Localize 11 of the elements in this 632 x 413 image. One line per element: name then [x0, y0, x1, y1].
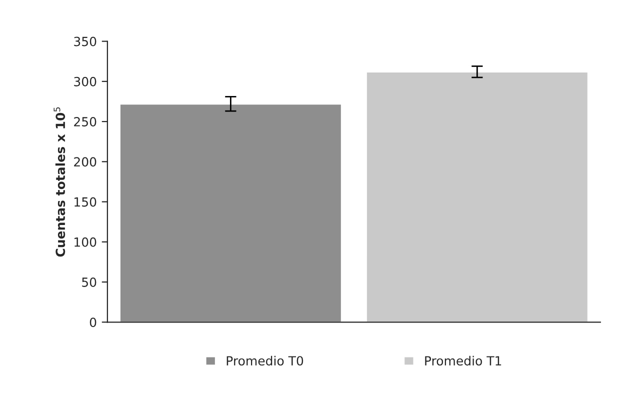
y-tick-label: 50 — [82, 277, 96, 287]
y-tick-label: 200 — [74, 157, 96, 167]
y-tick-label: 100 — [74, 237, 96, 247]
y-tick-label: 150 — [74, 197, 96, 207]
y-tick-label: 0 — [90, 318, 96, 328]
y-axis-title: Cuentas totales x 10$^{5}$ — [54, 107, 66, 257]
y-tick-label: 350 — [74, 36, 96, 46]
y-tick-label: 250 — [74, 117, 96, 126]
legend-label: Promedio T1 — [425, 356, 502, 366]
y-tick-label: 300 — [74, 76, 96, 86]
legend-label: Promedio T0 — [226, 356, 304, 366]
